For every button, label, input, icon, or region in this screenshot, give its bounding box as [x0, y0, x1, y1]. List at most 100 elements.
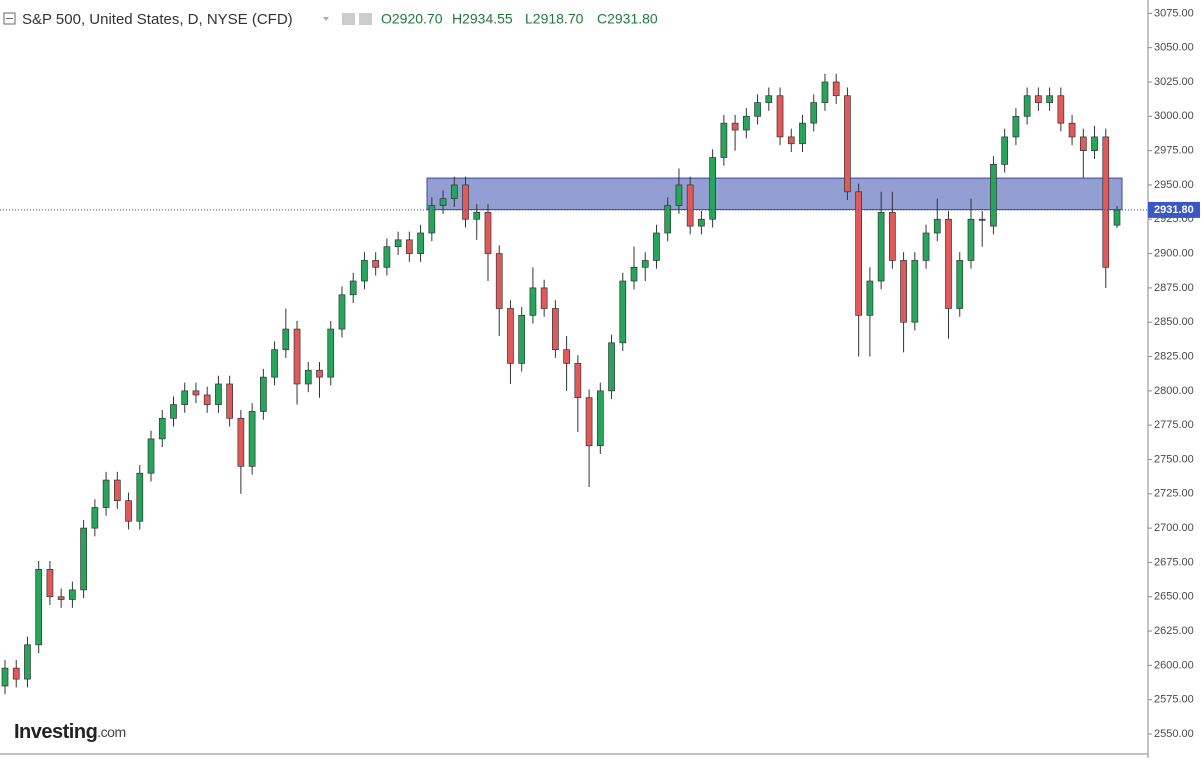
candle-body — [596, 390, 604, 447]
candle-body — [484, 212, 492, 254]
candle-body — [933, 218, 941, 234]
collapse-icon[interactable] — [3, 12, 16, 25]
last-price-tag — [1148, 201, 1200, 218]
candle-body — [799, 122, 806, 145]
candle-body — [1113, 209, 1121, 226]
y-tick-label: 2950.00 — [1154, 179, 1194, 191]
candle-body — [1046, 95, 1053, 103]
y-tick-label: 2900.00 — [1154, 247, 1194, 259]
y-tick-label: 2725.00 — [1154, 488, 1194, 500]
candle-body — [181, 390, 189, 405]
candle-body — [1102, 136, 1110, 268]
ohlc-open: O2920.70 — [381, 11, 443, 27]
candle-body — [282, 328, 290, 351]
candle-body — [675, 184, 683, 206]
y-tick-label: 2875.00 — [1154, 282, 1194, 294]
candle-body — [641, 260, 649, 268]
y-tick-label: 2650.00 — [1154, 591, 1194, 603]
y-tick-label: 2575.00 — [1154, 694, 1194, 706]
ohlc-high: H2934.55 — [452, 11, 513, 27]
candle-body — [1091, 136, 1098, 151]
candle-body — [46, 568, 54, 598]
candle-body — [147, 438, 155, 474]
candle-body — [91, 507, 99, 529]
candle-body — [327, 328, 335, 378]
y-tick-label: 2750.00 — [1154, 453, 1194, 465]
candle-body — [922, 232, 930, 261]
candle-body — [80, 527, 87, 591]
ohlc-close: C2931.80 — [597, 11, 658, 27]
candle-body — [619, 280, 627, 344]
candle-body — [125, 500, 132, 522]
candle-body — [158, 417, 166, 440]
candle-body — [259, 376, 267, 412]
y-tick-label: 2975.00 — [1154, 145, 1194, 157]
candle-body — [462, 184, 469, 220]
candle-body — [192, 390, 200, 396]
candle-body — [338, 294, 346, 330]
candle-body — [69, 589, 76, 600]
y-tick-label: 3025.00 — [1154, 76, 1194, 88]
y-tick-label: 2675.00 — [1154, 556, 1194, 568]
candle-body — [956, 260, 964, 309]
candle-body — [911, 260, 919, 323]
settings-icon[interactable] — [342, 13, 355, 25]
candle-body — [844, 95, 851, 193]
settings-icon[interactable] — [359, 13, 372, 25]
candle-body — [518, 314, 526, 364]
candle-body — [709, 157, 716, 220]
candle-body — [765, 95, 773, 103]
ohlc-low: L2918.70 — [525, 11, 584, 27]
candle-body — [1079, 136, 1087, 151]
candle-body — [170, 404, 177, 419]
candle-body — [1057, 95, 1065, 124]
zone — [426, 177, 1123, 211]
candle-body — [990, 164, 997, 227]
candle-body — [1001, 136, 1009, 165]
candle-body — [821, 81, 829, 103]
y-tick-label: 2800.00 — [1154, 385, 1194, 397]
candle-body — [967, 218, 975, 261]
candle-body — [372, 260, 380, 268]
candle-body — [1, 667, 9, 687]
candle-body — [978, 218, 986, 221]
candle-body — [450, 184, 458, 200]
candle-body — [1023, 95, 1031, 117]
dropdown-arrow[interactable] — [323, 17, 329, 21]
candle-body — [776, 95, 784, 138]
candle-body — [900, 260, 907, 323]
y-tick-label: 2625.00 — [1154, 625, 1194, 637]
candle-body — [57, 596, 65, 600]
candle-body — [877, 212, 885, 282]
candle-body — [316, 369, 323, 378]
candle-body — [552, 308, 559, 351]
candle-body — [653, 232, 660, 261]
candle-body — [473, 212, 481, 220]
y-tick-label: 3075.00 — [1154, 7, 1194, 19]
candle-body — [293, 328, 301, 385]
candle-body — [866, 280, 874, 316]
candle-body — [563, 349, 570, 364]
candle-body — [406, 239, 413, 254]
candle-body — [742, 115, 750, 131]
candle-body — [1012, 115, 1020, 138]
y-tick-label: 3000.00 — [1154, 110, 1194, 122]
candle-body — [889, 212, 896, 261]
y-tick-label: 3050.00 — [1154, 42, 1194, 54]
candle-body — [731, 122, 739, 131]
candle-body — [136, 472, 144, 522]
y-tick-label: 2600.00 — [1154, 659, 1194, 671]
candle-body — [540, 287, 548, 309]
candle-body — [12, 667, 20, 680]
candle-body — [383, 246, 391, 268]
candle-body — [215, 383, 222, 405]
candle-body — [608, 342, 615, 392]
candle-body — [417, 232, 424, 254]
candle-body — [495, 253, 503, 309]
candle-body — [226, 383, 233, 419]
candle-body — [361, 260, 368, 282]
y-tick-label: 2775.00 — [1154, 419, 1194, 431]
candle-body — [585, 397, 593, 447]
